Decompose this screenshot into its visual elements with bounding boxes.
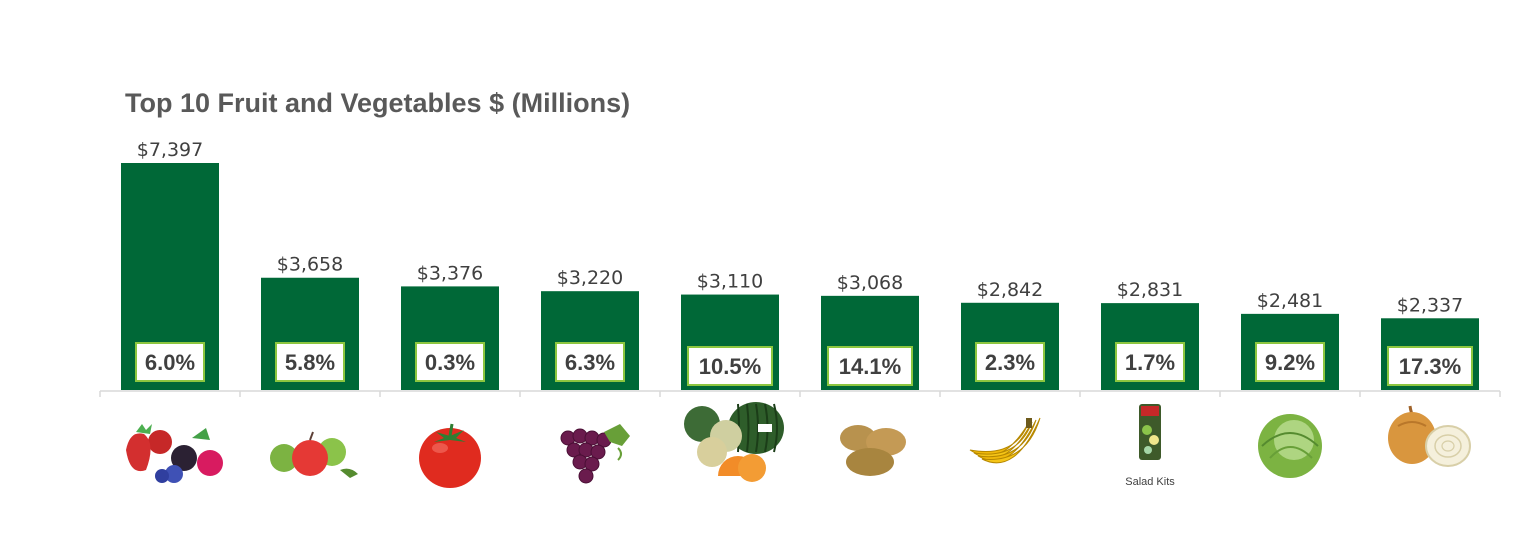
potatoes-icon xyxy=(840,425,906,476)
value-label: $3,068 xyxy=(837,272,903,294)
salad-kit-icon xyxy=(1139,404,1161,460)
grapes-icon xyxy=(560,424,630,484)
growth-box xyxy=(275,342,345,382)
growth-box xyxy=(687,346,773,386)
growth-label: 6.0% xyxy=(145,350,195,375)
growth-box xyxy=(827,346,913,386)
growth-label: 0.3% xyxy=(425,350,475,375)
lettuce-icon xyxy=(1258,414,1322,478)
growth-label: 17.3% xyxy=(1399,354,1461,379)
apples-icon xyxy=(270,431,358,478)
growth-box xyxy=(975,342,1045,382)
growth-label: 10.5% xyxy=(699,354,761,379)
growth-box xyxy=(135,342,205,382)
growth-label: 9.2% xyxy=(1265,350,1315,375)
growth-box xyxy=(1255,342,1325,382)
value-label: $3,376 xyxy=(417,262,483,284)
growth-label: 2.3% xyxy=(985,350,1035,375)
value-label: $3,220 xyxy=(557,267,623,289)
growth-box xyxy=(1115,342,1185,382)
growth-box xyxy=(555,342,625,382)
value-label: $2,831 xyxy=(1117,279,1183,301)
category-caption: Salad Kits xyxy=(1125,476,1175,488)
tomato-icon xyxy=(419,423,481,488)
category-axis xyxy=(99,390,1501,397)
value-label: $2,842 xyxy=(977,279,1043,301)
berries-icon xyxy=(126,424,223,483)
value-label: $2,337 xyxy=(1397,294,1463,316)
value-label: $7,397 xyxy=(137,139,203,161)
growth-label: 6.3% xyxy=(565,350,615,375)
value-label: $2,481 xyxy=(1257,290,1323,312)
melons-icon xyxy=(684,402,784,482)
growth-label: 5.8% xyxy=(285,350,335,375)
value-label: $3,110 xyxy=(697,271,763,293)
growth-box xyxy=(1387,346,1473,386)
onions-icon xyxy=(1388,405,1471,467)
bars-layer: $7,397 6.0% $3,658 5.8% $3,376 0.3% $3,220 6.3%… xyxy=(121,139,1479,390)
value-label: $3,658 xyxy=(277,254,343,276)
growth-label: 1.7% xyxy=(1125,350,1175,375)
bananas-icon xyxy=(969,417,1041,464)
category-icons: Salad Kits xyxy=(126,402,1471,488)
chart-title: Top 10 Fruit and Vegetables $ (Millions) xyxy=(125,88,630,118)
growth-box xyxy=(415,342,485,382)
growth-label: 14.1% xyxy=(839,354,901,379)
